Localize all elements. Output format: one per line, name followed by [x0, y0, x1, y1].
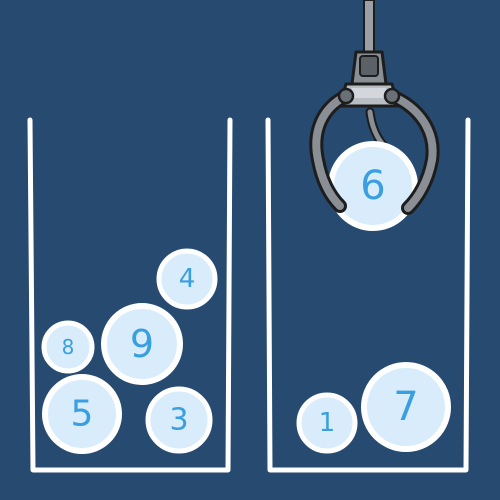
claw-rod: [363, 0, 375, 53]
ball-number: 4: [179, 264, 196, 294]
ball-5[interactable]: 5: [42, 374, 122, 454]
ball-number: 8: [62, 335, 75, 359]
ball-7[interactable]: 7: [361, 362, 451, 452]
right-container[interactable]: [265, 117, 471, 473]
ball-4[interactable]: 4: [156, 248, 218, 310]
ball-number: 1: [319, 408, 336, 438]
ball-number: 9: [130, 322, 154, 366]
ball-number: 3: [169, 403, 188, 438]
left-container[interactable]: [27, 117, 233, 473]
ball-3[interactable]: 3: [145, 386, 213, 454]
claw[interactable]: 6: [309, 0, 440, 231]
ball-9[interactable]: 9: [101, 303, 183, 385]
held-ball-6[interactable]: 6: [328, 141, 418, 231]
ball-number: 6: [360, 163, 385, 209]
ball-number: 7: [393, 384, 418, 430]
ball-number: 5: [71, 394, 94, 435]
ball-8[interactable]: 8: [41, 320, 95, 374]
claw-grabber-icon: [309, 50, 440, 215]
ball-1[interactable]: 1: [296, 392, 358, 454]
